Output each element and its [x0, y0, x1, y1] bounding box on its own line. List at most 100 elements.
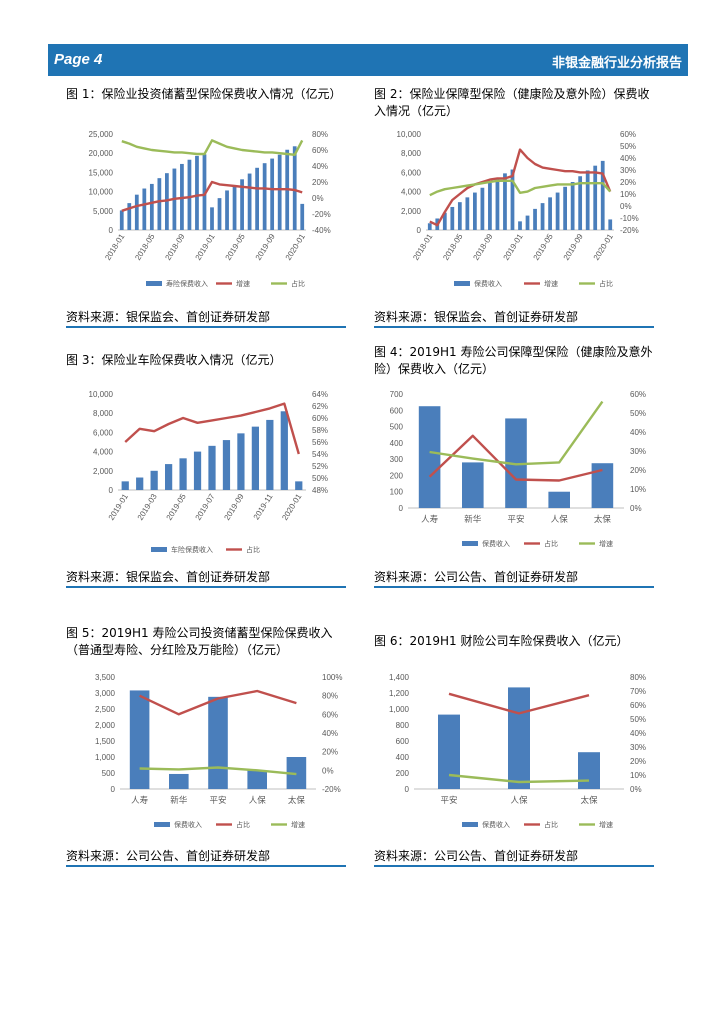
- figure-title: 图 2：保险业保障型保险（健康险及意外险）保费收入情况（亿元）: [374, 87, 650, 118]
- divider: [66, 865, 346, 867]
- bar: [121, 481, 129, 490]
- right-tick-label: 100%: [322, 673, 342, 682]
- bar: [134, 194, 139, 230]
- legend-label: 占比: [544, 820, 558, 829]
- x-tick-label: 2019-03: [136, 492, 159, 522]
- legend-label: 增速: [291, 820, 305, 829]
- figure-6: 图 6：2019H1 财险公司车险保费收入（亿元） 0 200 400 600 800 1…: [374, 633, 654, 875]
- category-label: 平安: [507, 514, 524, 525]
- bar: [457, 202, 462, 230]
- left-tick-label: 700: [390, 390, 404, 399]
- bar: [292, 146, 297, 230]
- left-tick-label: 1,500: [95, 737, 116, 746]
- bar: [169, 773, 189, 789]
- page-number: Page 4: [54, 51, 103, 68]
- figure-title: 图 5：2019H1 寿险公司投资储蓄型保险保费收入（普通型寿险、分红险及万能险…: [66, 626, 333, 657]
- x-tick-label: 2020-01: [284, 232, 307, 262]
- bar: [232, 185, 237, 230]
- left-tick-label: 0: [109, 486, 114, 495]
- left-tick-label: 100: [390, 488, 404, 497]
- category-label: 太保: [594, 514, 612, 525]
- right-tick-label: 10%: [630, 485, 646, 494]
- divider: [374, 865, 654, 867]
- left-tick-label: 0: [417, 226, 422, 235]
- right-tick-label: 40%: [630, 729, 646, 738]
- bar: [127, 203, 132, 230]
- right-tick-label: 20%: [630, 757, 646, 766]
- figure-source: 资料来源：银保监会、首创证券研发部: [66, 570, 271, 584]
- bar: [508, 687, 530, 789]
- legend-label: 车险保费收入: [171, 545, 213, 554]
- legend-label: 寿险保费收入: [166, 279, 208, 288]
- chart-svg: 0 2,000 4,000 6,000 8,000 10,000 -20% -10% 0% 10%…: [397, 130, 639, 288]
- left-tick-label: 0: [111, 785, 116, 794]
- divider: [66, 586, 346, 588]
- right-tick-label: 40%: [322, 729, 338, 738]
- series-line-red: [139, 689, 297, 716]
- bar: [578, 176, 583, 230]
- right-tick-label: 30%: [620, 166, 636, 175]
- bar: [462, 462, 484, 508]
- left-tick-label: 3,500: [95, 673, 116, 682]
- bar: [518, 221, 522, 230]
- left-tick-label: 5,000: [93, 207, 114, 216]
- figure-chart: 0 500 1,000 1,500 2,000 2,500 3,000 3,500 -20% 0%…: [66, 667, 346, 837]
- divider: [374, 326, 654, 328]
- report-title: 非银金融行业分析报告: [551, 56, 682, 71]
- bar: [578, 752, 600, 789]
- legend-swatch-bar: [462, 541, 478, 546]
- bar: [555, 192, 560, 230]
- bar: [495, 178, 500, 230]
- left-tick-label: 500: [390, 423, 404, 432]
- bar: [165, 464, 173, 490]
- right-tick-label: 54%: [312, 450, 328, 459]
- series-line-green: [139, 766, 297, 776]
- right-tick-label: 64%: [312, 390, 328, 399]
- figure-chart: 0 2,000 4,000 6,000 8,000 10,000 48% 50% 52% 54% 5…: [66, 386, 346, 564]
- bar: [503, 173, 507, 230]
- bar: [591, 463, 614, 508]
- chart-svg: 0 500 1,000 1,500 2,000 2,500 3,000 3,500 -20% 0%…: [95, 673, 343, 829]
- series-line-red: [448, 692, 590, 715]
- right-tick-label: 0%: [312, 194, 324, 203]
- bar: [150, 470, 158, 490]
- right-tick-label: 40%: [312, 162, 328, 171]
- left-tick-label: 25,000: [89, 130, 114, 139]
- legend-swatch-bar: [146, 281, 162, 286]
- x-tick-label: 2019-05: [165, 492, 188, 522]
- right-tick-label: 48%: [312, 486, 328, 495]
- right-tick-label: -20%: [312, 210, 331, 219]
- right-tick-label: 60%: [630, 701, 646, 710]
- bar: [119, 210, 124, 230]
- right-tick-label: 58%: [312, 426, 328, 435]
- series-line-red: [428, 434, 603, 482]
- left-tick-label: 200: [390, 471, 404, 480]
- bar: [465, 197, 470, 230]
- bar: [450, 206, 455, 230]
- x-tick-label: 2018-05: [441, 232, 464, 262]
- left-tick-label: 2,000: [401, 207, 422, 216]
- bar: [585, 170, 590, 230]
- left-tick-label: 1,400: [389, 673, 410, 682]
- figure-title: 图 3：保险业车险保费收入情况（亿元）: [66, 353, 282, 367]
- figure-source: 资料来源：公司公告、首创证券研发部: [66, 849, 271, 863]
- bar: [608, 219, 613, 230]
- left-tick-label: 6,000: [93, 428, 114, 437]
- right-tick-label: 80%: [630, 673, 646, 682]
- left-tick-label: 10,000: [397, 130, 422, 139]
- x-tick-label: 2019-09: [254, 232, 277, 262]
- bar: [600, 160, 605, 230]
- legend-swatch-bar: [462, 822, 478, 827]
- legend-label: 占比: [291, 279, 305, 288]
- left-tick-label: 1,000: [95, 753, 116, 762]
- legend-label: 保费收入: [482, 539, 510, 548]
- left-tick-label: 800: [396, 721, 410, 730]
- bar: [525, 215, 530, 230]
- bar: [157, 178, 162, 230]
- right-tick-label: 60%: [630, 390, 646, 399]
- figure-source: 资料来源：公司公告、首创证券研发部: [374, 849, 579, 863]
- bar: [237, 433, 245, 490]
- bar: [225, 190, 229, 230]
- left-tick-label: 20,000: [89, 149, 114, 158]
- right-tick-label: 70%: [630, 687, 646, 696]
